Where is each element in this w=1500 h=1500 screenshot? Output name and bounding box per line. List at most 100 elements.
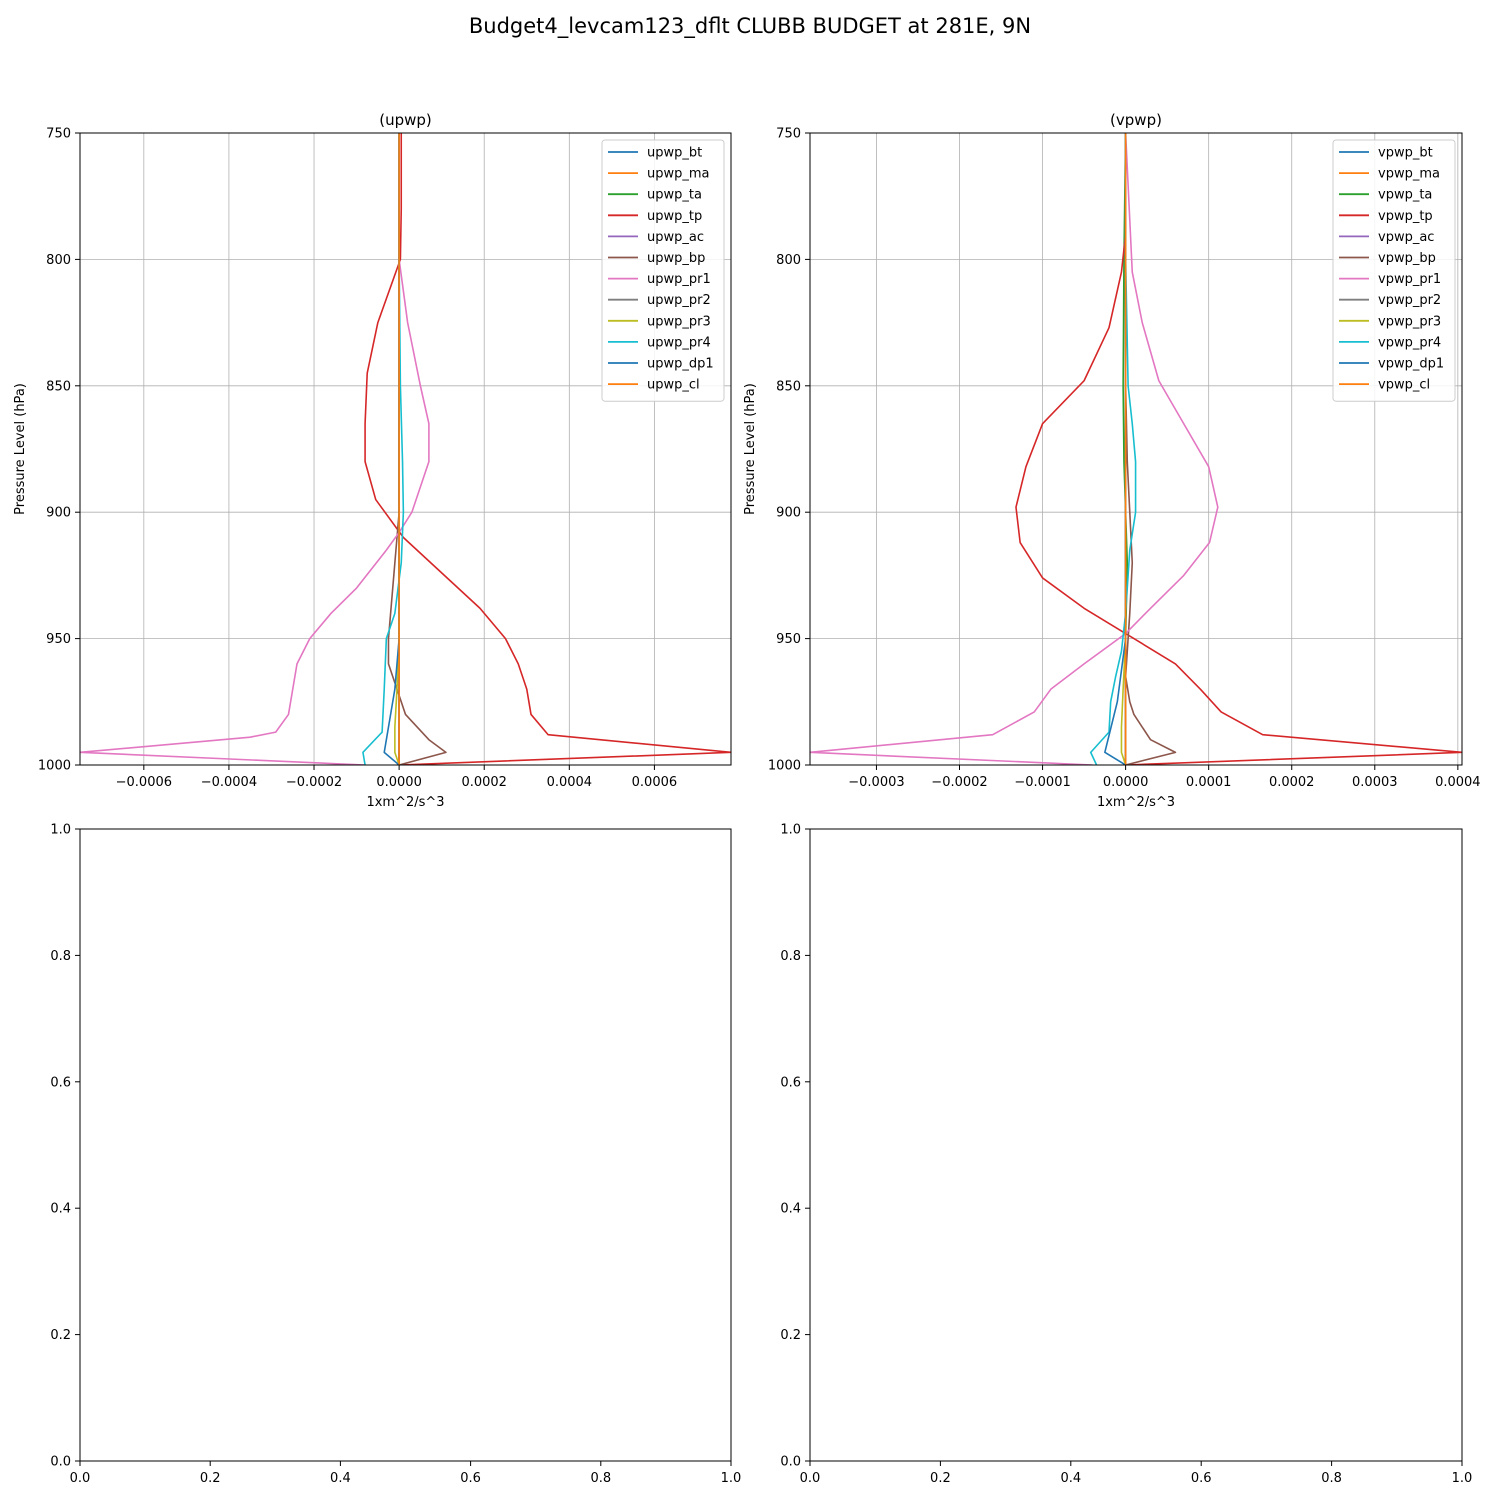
chart-title: (upwp): [379, 111, 432, 129]
x-tick-label: 0.0: [800, 1471, 821, 1486]
legend-label: vpwp_dp1: [1378, 357, 1444, 372]
x-tick-label: 0.6: [460, 1471, 481, 1486]
chart-title: (vpwp): [1110, 111, 1162, 129]
chart-panel-2: −0.0003 −0.0002 −0.0001 0.0000 0.0001 0.0002 0…: [743, 111, 1481, 810]
axes-frame: [809, 132, 1463, 766]
y-tick-label: 0.0: [50, 1455, 71, 1470]
y-tick-label: 0.8: [50, 949, 71, 964]
y-tick-label: 1000: [38, 759, 71, 774]
x-tick-label: −0.0004: [201, 775, 257, 790]
figure-title: Budget4_levcam123_dflt CLUBB BUDGET at 2…: [468, 14, 1032, 38]
y-tick-label: 950: [776, 632, 801, 647]
y-tick-label: 0.2: [780, 1328, 801, 1343]
x-tick-label: 0.0001: [1186, 775, 1232, 790]
legend-label: upwp_tp: [647, 209, 702, 224]
legend-label: upwp_cl: [647, 378, 700, 393]
axes-frame: [809, 828, 1463, 1462]
legend-label: vpwp_ac: [1378, 230, 1434, 245]
x-tick-label: 0.0002: [1269, 775, 1315, 790]
legend-label: vpwp_pr4: [1378, 335, 1441, 350]
x-tick-label: 0.0006: [632, 775, 678, 790]
series-line-upwp_dp1: [383, 133, 400, 765]
legend-label: upwp_pr1: [647, 272, 711, 287]
legend-label: upwp_pr3: [647, 314, 711, 329]
y-tick-label: 0.8: [780, 949, 801, 964]
y-tick-label: 0.0: [780, 1455, 801, 1470]
legend-label: vpwp_pr3: [1378, 314, 1441, 329]
series-line-upwp_pr4: [362, 133, 405, 765]
y-tick-label: 750: [776, 127, 801, 142]
legend-label: upwp_ma: [647, 167, 710, 182]
legend-label: upwp_bp: [647, 251, 705, 266]
y-tick-label: 800: [46, 253, 71, 268]
legend-label: upwp_ta: [647, 188, 702, 203]
legend-label: vpwp_tp: [1378, 209, 1433, 224]
series-line-vpwp_tp: [1015, 133, 1462, 765]
legend-label: vpwp_cl: [1378, 378, 1430, 393]
legend-label: upwp_dp1: [647, 357, 714, 372]
y-axis-label: Pressure Level (hPa): [743, 383, 758, 515]
legend-label: vpwp_bp: [1378, 251, 1436, 266]
y-tick-label: 900: [46, 506, 71, 521]
y-tick-label: 0.4: [780, 1202, 801, 1217]
x-tick-label: −0.0002: [286, 775, 342, 790]
x-tick-label: 0.0: [70, 1471, 91, 1486]
x-tick-label: 0.8: [590, 1471, 611, 1486]
x-tick-label: 1.0: [1452, 1471, 1473, 1486]
x-tick-label: 0.4: [330, 1471, 351, 1486]
y-tick-label: 1.0: [50, 823, 71, 838]
y-tick-label: 0.6: [780, 1075, 801, 1090]
y-tick-label: 0.2: [50, 1328, 71, 1343]
chart-panel-3: 0.0 0.2 0.4 0.6 0.8 1.0 0.0 0.2 0.4 0.6 0.8 1.0: [50, 823, 741, 1487]
y-tick-label: 950: [46, 632, 71, 647]
x-tick-label: −0.0002: [931, 775, 987, 790]
x-tick-label: 0.0000: [1103, 775, 1149, 790]
y-tick-label: 0.6: [50, 1075, 71, 1090]
legend-label: vpwp_pr1: [1378, 272, 1441, 287]
x-tick-label: 1.0: [721, 1471, 742, 1486]
x-tick-label: −0.0003: [848, 775, 904, 790]
series-line-vpwp_dp1: [1104, 133, 1127, 765]
legend-label: upwp_bt: [647, 146, 702, 161]
series-line-vpwp_pr4: [1089, 133, 1137, 765]
series-line-upwp_pr1: [80, 133, 430, 765]
x-tick-label: 0.0004: [547, 775, 593, 790]
x-tick-label: −0.0006: [116, 775, 172, 790]
x-tick-label: −0.0001: [1014, 775, 1070, 790]
series-group: [80, 133, 731, 765]
legend-label: vpwp_ma: [1378, 167, 1440, 182]
series-line-vpwp_pr1: [810, 133, 1219, 765]
y-axis-label: Pressure Level (hPa): [13, 383, 28, 515]
legend: vpwp_bt vpwp_ma vpwp_ta vpwp_tp vpwp_ac vpwp_…: [1332, 139, 1456, 402]
chart-panel-1: −0.0006 −0.0004 −0.0002 0.0000 0.0002 0.0004 0…: [13, 111, 732, 810]
y-tick-label: 850: [46, 379, 71, 394]
y-tick-label: 900: [776, 506, 801, 521]
legend-box: [1332, 139, 1456, 402]
y-tick-label: 800: [776, 253, 801, 268]
y-tick-label: 750: [46, 127, 71, 142]
legend: upwp_bt upwp_ma upwp_ta upwp_tp upwp_ac upwp_…: [601, 139, 725, 402]
x-tick-label: 0.0002: [461, 775, 507, 790]
legend-label: vpwp_pr2: [1378, 293, 1441, 308]
x-tick-label: 0.6: [1191, 1471, 1212, 1486]
axes-frame: [79, 132, 732, 766]
x-tick-label: 0.0004: [1435, 775, 1481, 790]
legend-label: vpwp_ta: [1378, 188, 1432, 203]
x-tick-label: 0.2: [930, 1471, 951, 1486]
legend-label: vpwp_bt: [1378, 146, 1433, 161]
x-tick-label: 0.2: [200, 1471, 221, 1486]
legend-label: upwp_pr4: [647, 335, 711, 350]
legend-box: [601, 139, 725, 402]
x-tick-label: 0.0003: [1352, 775, 1398, 790]
legend-label: upwp_ac: [647, 230, 704, 245]
y-tick-label: 0.4: [50, 1202, 71, 1217]
x-axis-label: 1xm^2/s^3: [366, 795, 444, 810]
series-line-upwp_tp: [364, 133, 731, 765]
y-tick-label: 1.0: [780, 823, 801, 838]
x-axis-label: 1xm^2/s^3: [1097, 795, 1175, 810]
axes-frame: [79, 828, 732, 1462]
y-tick-label: 850: [776, 379, 801, 394]
series-line-vpwp_bp: [1124, 133, 1177, 765]
x-tick-label: 0.4: [1060, 1471, 1081, 1486]
